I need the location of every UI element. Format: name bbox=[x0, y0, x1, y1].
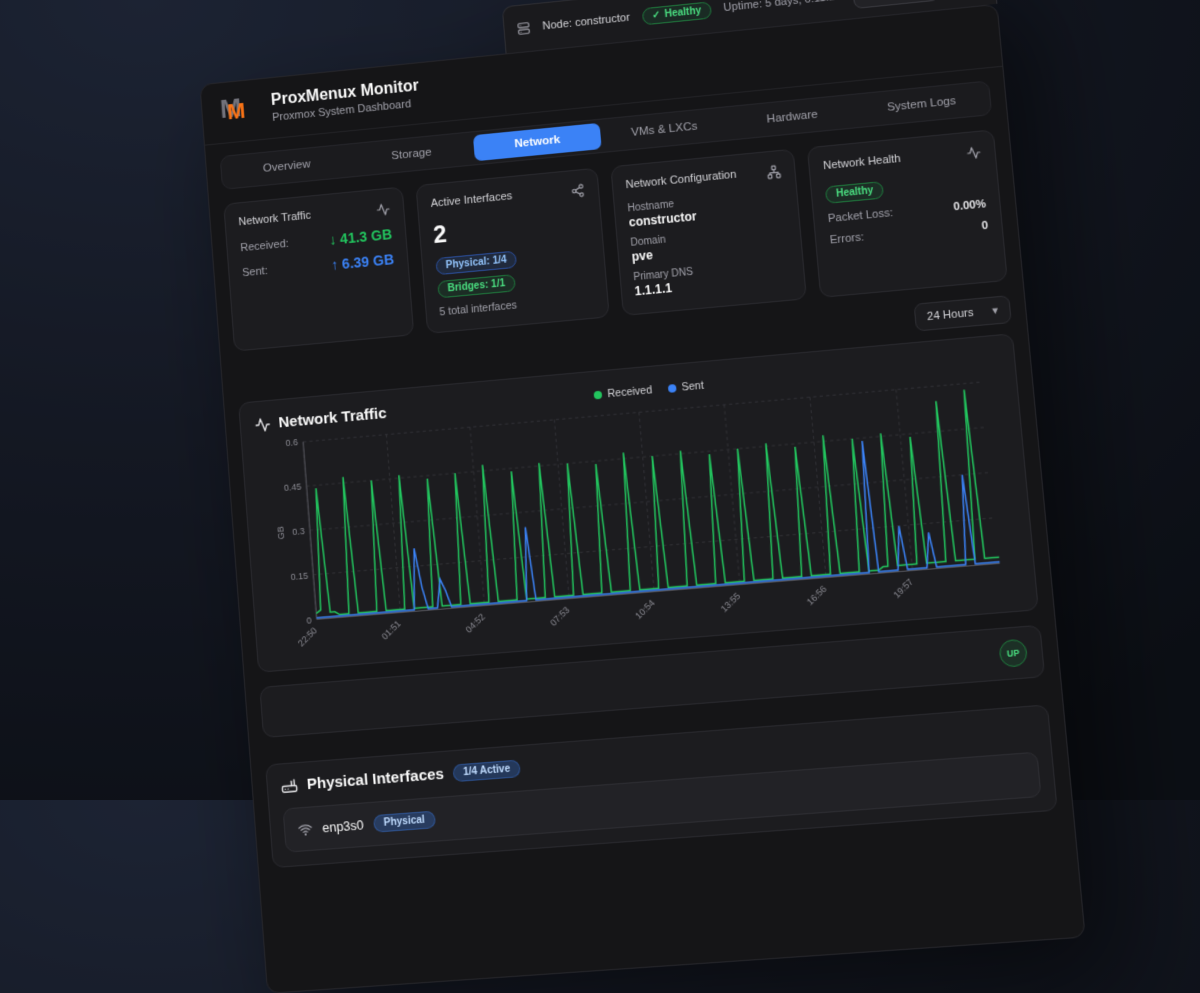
bridges-count-badge: Bridges: 1/1 bbox=[437, 274, 516, 298]
health-status-badge: Healthy bbox=[825, 181, 884, 204]
chart-title: Network Traffic bbox=[278, 405, 387, 432]
active-interfaces-card: Active Interfaces 2 Physical: 1/4 Bridge… bbox=[415, 168, 609, 334]
chart-legend: Received Sent bbox=[594, 379, 704, 401]
node-label: Node: constructor bbox=[542, 12, 630, 33]
svg-text:07:53: 07:53 bbox=[548, 605, 571, 629]
svg-text:0.45: 0.45 bbox=[284, 482, 302, 494]
scene: Node: constructor ✓ Healthy Uptime: 5 da… bbox=[0, 0, 1200, 800]
server-icon bbox=[516, 21, 531, 36]
sent-value: ↑ 6.39 GB bbox=[331, 251, 395, 273]
router-icon bbox=[280, 777, 298, 796]
received-dot-icon bbox=[594, 390, 603, 399]
up-status-badge: UP bbox=[998, 639, 1028, 668]
legend-sent: Sent bbox=[668, 379, 704, 394]
card-title: Active Interfaces bbox=[430, 190, 512, 210]
interface-type-badge: Physical bbox=[373, 811, 436, 833]
active-interface-count: 2 bbox=[432, 207, 588, 250]
received-value: ↓ 41.3 GB bbox=[329, 226, 393, 248]
tab-vms-lxcs[interactable]: VMs & LXCs bbox=[600, 110, 730, 149]
svg-text:16:56: 16:56 bbox=[805, 584, 829, 608]
network-health-card: Network Health Healthy Packet Loss: 0.00… bbox=[807, 129, 1008, 298]
physical-interfaces-card: Physical Interfaces 1/4 Active enp3s0 Ph… bbox=[265, 704, 1058, 868]
activity-icon bbox=[375, 202, 390, 217]
svg-text:GB: GB bbox=[275, 526, 286, 540]
errors-value: 0 bbox=[981, 220, 989, 233]
card-title: Network Configuration bbox=[625, 169, 737, 192]
physical-count-badge: Physical: 1/4 bbox=[435, 251, 517, 276]
refresh-button[interactable]: Refresh bbox=[852, 0, 939, 9]
tab-overview[interactable]: Overview bbox=[224, 148, 350, 186]
network-configuration-card: Network Configuration Hostname construct… bbox=[610, 149, 807, 316]
tab-network[interactable]: Network bbox=[473, 123, 602, 161]
tab-hardware[interactable]: Hardware bbox=[727, 98, 858, 137]
svg-text:22:50: 22:50 bbox=[296, 625, 319, 648]
legend-received: Received bbox=[594, 384, 653, 401]
activity-icon bbox=[254, 416, 271, 434]
node-health-badge: ✓ Healthy bbox=[641, 1, 712, 25]
dashboard-panel: M M ProxMenux Monitor Proxmox System Das… bbox=[199, 4, 1085, 993]
svg-text:01:51: 01:51 bbox=[380, 618, 403, 641]
network-nodes-icon bbox=[570, 183, 585, 198]
sent-dot-icon bbox=[668, 383, 677, 392]
svg-text:19:57: 19:57 bbox=[891, 576, 915, 600]
chevron-down-icon: ▾ bbox=[992, 303, 999, 317]
card-title: Network Traffic bbox=[238, 210, 311, 229]
check-icon: ✓ bbox=[652, 9, 661, 21]
refresh-icon bbox=[865, 0, 881, 1]
uptime-text: Uptime: 5 days, 6:11:25 bbox=[723, 0, 842, 14]
active-count-badge: 1/4 Active bbox=[452, 760, 521, 783]
svg-text:0: 0 bbox=[306, 615, 312, 626]
section-title: Physical Interfaces bbox=[306, 765, 444, 793]
dashboard-window: Node: constructor ✓ Healthy Uptime: 5 da… bbox=[196, 0, 1086, 993]
svg-text:0.6: 0.6 bbox=[285, 437, 298, 448]
svg-text:10:54: 10:54 bbox=[633, 598, 657, 622]
activity-icon bbox=[966, 145, 982, 161]
packet-loss-label: Packet Loss: bbox=[827, 207, 893, 225]
card-title: Network Health bbox=[823, 153, 902, 173]
sent-label: Sent: bbox=[242, 265, 268, 279]
packet-loss-value: 0.00% bbox=[953, 198, 987, 213]
errors-label: Errors: bbox=[829, 231, 864, 246]
traffic-chart-card: Network Traffic Received Sent bbox=[238, 333, 1039, 673]
svg-text:04:52: 04:52 bbox=[464, 611, 487, 634]
network-tree-icon bbox=[766, 164, 782, 180]
time-range-select[interactable]: 24 Hours ▾ bbox=[913, 295, 1011, 331]
interface-name: enp3s0 bbox=[322, 818, 364, 835]
tab-storage[interactable]: Storage bbox=[348, 135, 475, 173]
network-traffic-card: Network Traffic Received: ↓ 41.3 GB Sent… bbox=[223, 187, 414, 352]
tab-system-logs[interactable]: System Logs bbox=[856, 85, 988, 124]
interface-row-enp3s0[interactable]: enp3s0 Physical bbox=[283, 752, 1042, 853]
svg-text:0.3: 0.3 bbox=[292, 526, 305, 537]
wifi-icon bbox=[298, 821, 313, 836]
svg-text:13:55: 13:55 bbox=[719, 591, 743, 615]
svg-text:0.15: 0.15 bbox=[290, 570, 308, 582]
received-label: Received: bbox=[240, 238, 289, 255]
proxmenux-logo: M M bbox=[219, 92, 261, 130]
